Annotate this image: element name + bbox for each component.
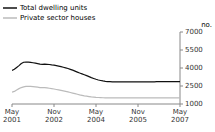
y-tick-label: 7000: [185, 28, 203, 36]
legend: Total dwelling units Private sector house…: [3, 4, 96, 22]
x-tick: [54, 104, 55, 107]
x-tick-label: Nov2005: [129, 108, 147, 124]
plot-area: [12, 62, 180, 98]
y-tick: [180, 86, 183, 87]
x-tick-label: May2004: [87, 108, 105, 124]
legend-label: Private sector houses: [20, 14, 96, 22]
y-tick: [180, 50, 183, 51]
legend-swatch: [3, 7, 17, 9]
legend-swatch: [3, 17, 17, 19]
chart: May2001 Nov2002 May2004 Nov2005 May20071000 2…: [0, 0, 215, 132]
legend-label: Total dwelling units: [19, 4, 88, 12]
x-tick-label: Nov2002: [45, 108, 63, 124]
x-tick: [138, 104, 139, 107]
x-tick: [12, 104, 13, 107]
y-tick-label: 2500: [185, 82, 203, 90]
x-tick-label: May2007: [171, 108, 189, 124]
x-tick: [96, 104, 97, 107]
y-axis-label: no.: [201, 21, 212, 29]
y-tick: [180, 68, 183, 69]
x-tick-label: May2001: [3, 108, 21, 124]
series-line: [12, 86, 180, 98]
series-line: [12, 62, 180, 82]
y-tick: [180, 32, 183, 33]
y-tick-label: 5500: [185, 46, 203, 54]
y-tick-label: 4000: [185, 64, 203, 72]
y-tick-label: 1000: [185, 100, 203, 108]
y-tick: [180, 104, 183, 105]
